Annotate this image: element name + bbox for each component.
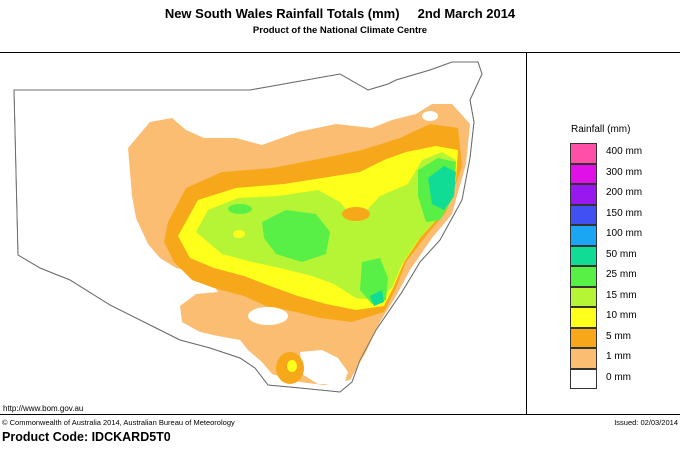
dry-pocket-south <box>248 307 288 325</box>
copyright-text: © Commonwealth of Australia 2014, Austra… <box>2 418 235 427</box>
legend-label: 5 mm <box>606 330 631 342</box>
rainfall-zone-50mm <box>428 166 456 210</box>
legend-label: 1 mm <box>606 351 631 362</box>
legend-swatch <box>570 163 597 184</box>
legend-swatch <box>570 266 597 287</box>
legend-swatch <box>570 286 597 307</box>
legend-swatch <box>570 327 597 348</box>
legend-title: Rainfall (mm) <box>571 124 631 135</box>
rainfall-patch-5mm <box>342 207 370 221</box>
legend-swatch <box>570 184 597 205</box>
legend-swatch <box>570 348 597 369</box>
rainfall-zone-15mm <box>196 152 456 300</box>
product-code: Product Code: IDCKARD5T0 <box>2 430 171 444</box>
map-title: New South Wales Rainfall Totals (mm) 2nd… <box>164 6 516 21</box>
legend-swatch <box>570 204 597 225</box>
dry-pocket-east <box>422 111 438 121</box>
legend-label: 15 mm <box>606 289 637 301</box>
rainfall-map <box>13 61 483 393</box>
issued-date: Issued: 02/03/2014 <box>614 418 678 427</box>
legend-label: 400 mm <box>606 146 643 157</box>
legend-label: 200 mm <box>606 187 643 198</box>
legend-swatch <box>570 225 597 246</box>
rainfall-zone-25mm <box>262 210 330 262</box>
legend-label: 150 mm <box>606 207 643 219</box>
map-frame <box>0 52 680 415</box>
legend-swatch <box>570 143 597 164</box>
legend-swatch <box>570 307 597 328</box>
frame-divider <box>526 52 527 415</box>
rainfall-zone-50mm-coast <box>370 290 384 306</box>
source-url: http://www.bom.gov.au <box>3 404 84 413</box>
rainfall-patch-25mm-west <box>228 204 252 214</box>
map-subtitle: Product of the National Climate Centre <box>252 25 428 36</box>
legend-label: 10 mm <box>606 310 637 321</box>
legend-label: 25 mm <box>606 269 637 280</box>
dry-pocket-southeast <box>300 350 348 384</box>
legend-label: 100 mm <box>606 228 643 239</box>
rainfall-patch-10mm <box>233 230 245 238</box>
legend-label: 300 mm <box>606 166 643 178</box>
legend-label: 50 mm <box>606 248 637 260</box>
legend-label: 0 mm <box>606 371 631 383</box>
rainfall-patch-alpine-10mm <box>287 360 297 372</box>
legend-swatch <box>570 245 597 266</box>
nsw-outline-stroke <box>13 61 483 393</box>
legend-swatch <box>570 368 597 389</box>
